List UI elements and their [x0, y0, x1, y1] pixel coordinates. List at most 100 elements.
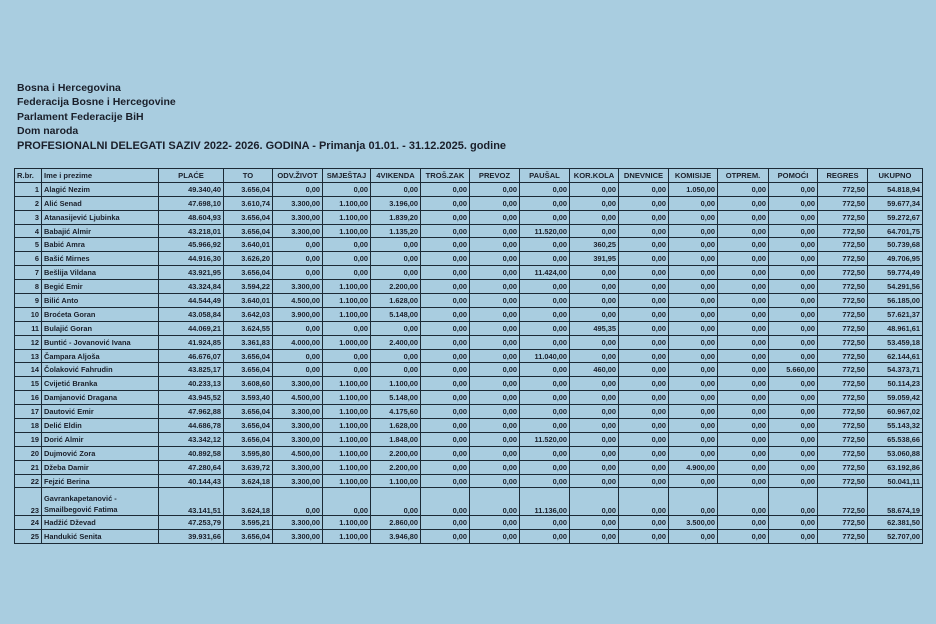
cell-smjestaj: 1.100,00 — [322, 293, 371, 308]
cell-odv-zivot: 4.000,00 — [272, 334, 323, 350]
cell-regres: 772,50 — [817, 390, 868, 406]
cell-regres: 772,50 — [817, 473, 868, 489]
header-federation: Federacija Bosne i Hercegovine — [17, 96, 176, 109]
cell-pausal: 0,00 — [519, 376, 570, 392]
cell-komisije: 0,00 — [668, 390, 718, 406]
cell-ukupno: 64.701,75 — [867, 223, 923, 239]
cell-tros-zak: 0,00 — [420, 223, 470, 239]
column-header-komisije: KOMISIJE — [668, 168, 718, 183]
cell-pomoci: 0,00 — [768, 209, 818, 225]
table-row: 12 Buntić - Jovanović Ivana 41.924,85 3.361… — [14, 334, 923, 350]
cell-odv-zivot: 3.300,00 — [272, 431, 323, 447]
cell-pomoci: 5.660,00 — [768, 362, 818, 378]
cell-pausal: 0,00 — [519, 251, 570, 267]
cell-komisije: 0,00 — [668, 334, 718, 350]
cell-name: Bilić Anto — [41, 293, 159, 308]
cell-to: 3.640,01 — [223, 293, 273, 308]
cell-otprem: 0,00 — [717, 195, 769, 211]
cell-pausal: 11.040,00 — [519, 348, 570, 364]
cell-dnevnice: 0,00 — [618, 487, 669, 517]
cell-4vikenda: 5.148,00 — [370, 390, 421, 406]
cell-row-number: 25 — [14, 529, 42, 545]
cell-odv-zivot: 0,00 — [272, 181, 323, 197]
cell-row-number: 14 — [14, 362, 42, 378]
column-header-smjestaj: SMJEŠTAJ — [322, 168, 371, 183]
cell-tros-zak: 0,00 — [420, 431, 470, 447]
table-row: 18 Delić Eldin 44.686,78 3.656,04 3.300,00 1.… — [14, 418, 923, 433]
cell-row-number: 4 — [14, 223, 42, 239]
cell-ukupno: 50.739,68 — [867, 237, 923, 253]
cell-name: Buntić - Jovanović Ivana — [41, 334, 159, 350]
cell-dnevnice: 0,00 — [618, 279, 669, 295]
cell-dnevnice: 0,00 — [618, 348, 669, 364]
cell-tros-zak: 0,00 — [420, 181, 470, 197]
column-header-4vikenda: 4VIKENDA — [370, 168, 421, 183]
cell-odv-zivot: 4.500,00 — [272, 390, 323, 406]
column-header-prevoz: PREVOZ — [469, 168, 520, 183]
cell-place: 44.916,30 — [158, 251, 224, 267]
cell-odv-zivot: 3.300,00 — [272, 404, 323, 420]
cell-to: 3.624,18 — [223, 473, 273, 489]
cell-komisije: 0,00 — [668, 348, 718, 364]
cell-komisije: 0,00 — [668, 487, 718, 517]
cell-pausal: 0,00 — [519, 293, 570, 308]
cell-pomoci: 0,00 — [768, 306, 818, 322]
cell-kor-kola: 0,00 — [569, 390, 619, 406]
cell-ukupno: 53.060,88 — [867, 445, 923, 461]
cell-row-number: 11 — [14, 320, 42, 336]
cell-name: Alić Senad — [41, 195, 159, 211]
cell-otprem: 0,00 — [717, 418, 769, 433]
cell-to: 3.595,80 — [223, 445, 273, 461]
cell-pomoci: 0,00 — [768, 265, 818, 281]
cell-odv-zivot: 0,00 — [272, 348, 323, 364]
cell-komisije: 0,00 — [668, 251, 718, 267]
cell-ukupno: 52.707,00 — [867, 529, 923, 545]
column-header-otprem: OTPREM. — [717, 168, 769, 183]
cell-name: Fejzić Berina — [41, 473, 159, 489]
cell-smjestaj: 0,00 — [322, 320, 371, 336]
cell-place: 46.676,07 — [158, 348, 224, 364]
cell-otprem: 0,00 — [717, 293, 769, 308]
cell-ukupno: 50.041,11 — [867, 473, 923, 489]
table-row: 15 Cvijetić Branka 40.233,13 3.608,60 3.300,… — [14, 376, 923, 392]
cell-to: 3.656,04 — [223, 265, 273, 281]
cell-4vikenda: 5.148,00 — [370, 306, 421, 322]
cell-prevoz: 0,00 — [469, 390, 520, 406]
cell-row-number: 7 — [14, 265, 42, 281]
cell-prevoz: 0,00 — [469, 279, 520, 295]
cell-pomoci: 0,00 — [768, 459, 818, 475]
cell-pausal: 0,00 — [519, 445, 570, 461]
cell-tros-zak: 0,00 — [420, 376, 470, 392]
cell-ukupno: 62.144,61 — [867, 348, 923, 364]
cell-komisije: 0,00 — [668, 320, 718, 336]
cell-pomoci: 0,00 — [768, 251, 818, 267]
cell-ukupno: 54.373,71 — [867, 362, 923, 378]
cell-kor-kola: 0,00 — [569, 418, 619, 433]
cell-prevoz: 0,00 — [469, 376, 520, 392]
cell-ukupno: 62.381,50 — [867, 515, 923, 531]
table-row: 13 Čampara Aljoša 46.676,07 3.656,04 0,00 0,0… — [14, 348, 923, 364]
cell-regres: 772,50 — [817, 265, 868, 281]
header-parliament: Parlament Federacije BiH — [17, 110, 144, 123]
cell-prevoz: 0,00 — [469, 445, 520, 461]
cell-otprem: 0,00 — [717, 237, 769, 253]
cell-place: 43.324,84 — [158, 279, 224, 295]
table-row: 7 Bešlija Vildana 43.921,95 3.656,04 0,00 0,0… — [14, 265, 923, 281]
cell-place: 43.921,95 — [158, 265, 224, 281]
cell-prevoz: 0,00 — [469, 223, 520, 239]
cell-komisije: 0,00 — [668, 209, 718, 225]
cell-regres: 772,50 — [817, 279, 868, 295]
cell-regres: 772,50 — [817, 362, 868, 378]
cell-komisije: 0,00 — [668, 195, 718, 211]
cell-tros-zak: 0,00 — [420, 515, 470, 531]
cell-name: Handukić Senita — [41, 529, 159, 545]
table-row: 20 Dujmović Zora 40.892,58 3.595,80 4.500,00… — [14, 445, 923, 461]
cell-odv-zivot: 4.500,00 — [272, 445, 323, 461]
cell-name: Hadžić Dževad — [41, 515, 159, 531]
cell-otprem: 0,00 — [717, 320, 769, 336]
cell-smjestaj: 1.100,00 — [322, 209, 371, 225]
cell-otprem: 0,00 — [717, 265, 769, 281]
cell-regres: 772,50 — [817, 431, 868, 447]
cell-odv-zivot: 3.300,00 — [272, 279, 323, 295]
cell-komisije: 0,00 — [668, 431, 718, 447]
